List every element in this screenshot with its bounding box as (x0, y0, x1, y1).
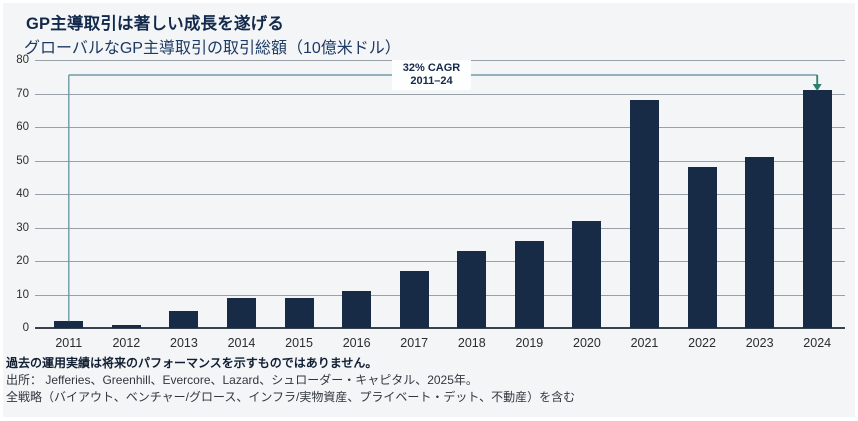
y-axis-label-0: 0 (22, 322, 29, 334)
x-axis-label-2018: 2018 (457, 336, 486, 350)
x-axis-label-2015: 2015 (285, 336, 313, 350)
gridline-60 (35, 127, 845, 128)
y-axis-label-40: 40 (16, 188, 29, 200)
bar-2024 (802, 90, 832, 328)
bar-2012 (111, 324, 141, 328)
gridline-40 (35, 194, 845, 195)
cagr-label: 32% CAGR 2011–24 (392, 60, 471, 90)
y-axis-label-20: 20 (16, 255, 29, 267)
gridline-20 (35, 261, 845, 262)
bar-2014 (227, 297, 256, 328)
x-axis-label-2024: 2024 (803, 336, 832, 350)
x-axis-label-2014: 2014 (227, 336, 256, 350)
x-axis-label-2017: 2017 (400, 336, 429, 350)
disclaimer-text: 過去の運用実績は将来のパフォーマンスを示すものではありません。 (6, 356, 378, 370)
bar-2011 (54, 321, 84, 328)
bar-2022 (687, 167, 717, 328)
x-axis-label-2020: 2020 (573, 336, 601, 350)
cagr-label-line2: 2011–24 (410, 75, 453, 87)
bar-2018 (457, 250, 487, 328)
x-axis-label-2021: 2021 (630, 336, 659, 350)
bar-2013 (169, 311, 199, 328)
y-axis-label-10: 10 (16, 288, 29, 301)
y-axis-label-60: 60 (16, 121, 29, 133)
cagr-label-line1: 32% CAGR (402, 61, 461, 74)
chart-subtitle: グローバルなGP主導取引の取引総額（10億米ドル） (24, 40, 401, 57)
chart-title: GP主導取引は著しい成長を遂げる (26, 15, 285, 33)
bar-2021 (630, 100, 659, 328)
x-axis-label-2019: 2019 (515, 336, 544, 350)
gridline-50 (35, 160, 845, 162)
bar-2016 (342, 291, 372, 328)
y-axis-label-70: 70 (16, 87, 29, 100)
y-axis-label-80: 80 (16, 54, 29, 66)
x-axis-label-2011: 2011 (55, 336, 83, 350)
y-axis-label-30: 30 (16, 221, 29, 234)
x-axis-label-2016: 2016 (342, 336, 371, 350)
bar-2019 (514, 240, 544, 328)
gridline-70 (35, 93, 845, 95)
strategy-note-text: 全戦略（バイアウト、ベンチャー/グロース、インフラ/実物資産、プライベート・デッ… (6, 390, 576, 405)
gridline-30 (35, 227, 845, 229)
bar-2015 (284, 297, 314, 328)
x-axis-label-2023: 2023 (745, 336, 774, 350)
y-axis-label-50: 50 (16, 154, 29, 167)
x-axis-label-2012: 2012 (112, 336, 141, 350)
bar-2017 (399, 271, 429, 328)
bar-2023 (745, 157, 775, 328)
source-text: 出所： Jefferies、Greenhill、Evercore、Lazard、… (6, 373, 478, 388)
x-axis-label-2013: 2013 (170, 336, 198, 350)
bar-2020 (572, 220, 602, 328)
x-axis-label-2022: 2022 (688, 336, 716, 350)
footnotes: 過去の運用実績は将来のパフォーマンスを示すものではありません。 出所： Jeff… (6, 355, 575, 407)
gridline-0 (35, 327, 845, 329)
gridline-10 (35, 294, 845, 296)
